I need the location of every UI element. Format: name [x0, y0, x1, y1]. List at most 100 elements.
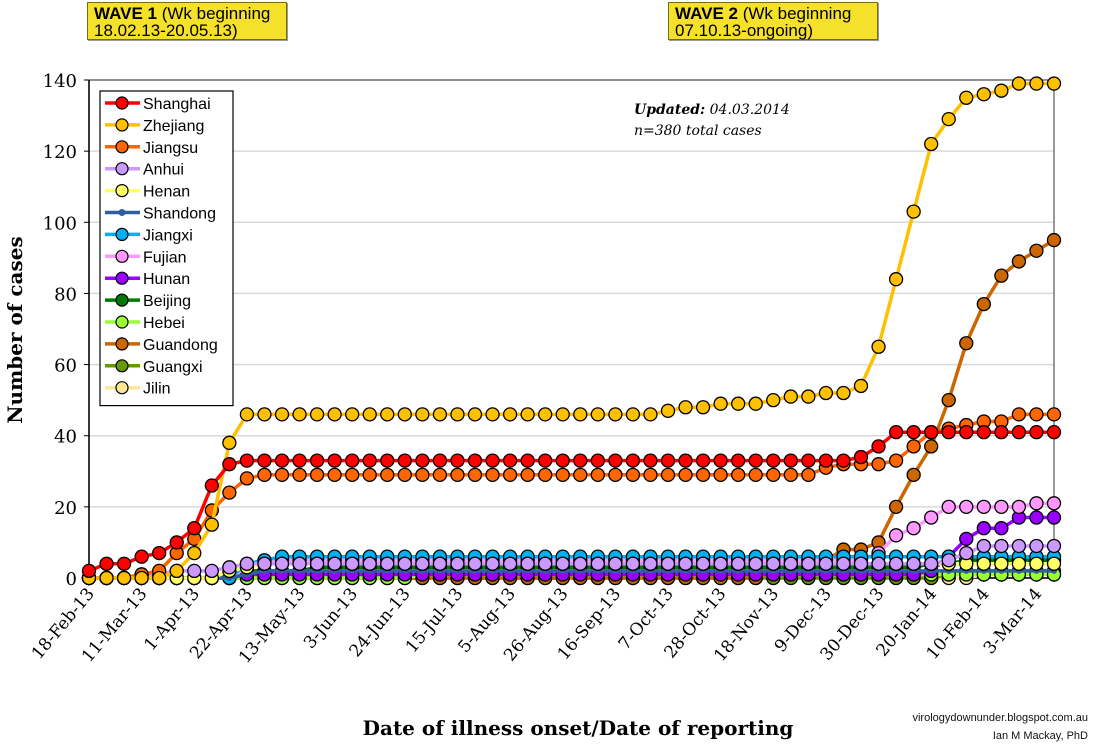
data-point [204, 478, 219, 493]
data-point [959, 531, 974, 547]
data-point [731, 467, 746, 482]
legend-marker [115, 337, 129, 351]
data-point [906, 425, 921, 440]
data-point [239, 471, 255, 486]
data-point [748, 556, 763, 571]
data-point [327, 467, 342, 482]
data-point [994, 425, 1009, 440]
data-point [1046, 76, 1062, 91]
data-point [134, 570, 149, 586]
data-point [906, 439, 921, 454]
legend-marker [118, 209, 126, 216]
legend-marker [115, 315, 129, 329]
y-tick-label: 40 [54, 427, 77, 448]
data-point [222, 560, 237, 575]
data-point [222, 485, 237, 500]
legend-item: Anhui [105, 162, 184, 179]
data-point [152, 545, 167, 561]
data-point [152, 570, 167, 586]
data-point [660, 556, 676, 571]
data-point [450, 467, 465, 482]
data-point [538, 467, 553, 482]
legend-label: Guangxi [143, 359, 203, 376]
data-point [994, 556, 1009, 571]
data-point [1046, 425, 1062, 440]
data-point [731, 396, 746, 411]
data-point [625, 556, 641, 571]
data-point [924, 425, 939, 440]
data-point [467, 407, 483, 422]
legend-item: Beijing [105, 293, 191, 310]
data-point [748, 467, 763, 482]
data-point [1029, 496, 1044, 511]
data-point [1046, 407, 1062, 422]
y-tick-label: 0 [66, 569, 77, 590]
data-point [309, 556, 325, 571]
legend-label: Jilin [143, 381, 171, 398]
data-point [502, 467, 518, 482]
data-point [643, 453, 658, 468]
data-point [801, 556, 816, 571]
data-point [415, 453, 430, 468]
legend-label: Zhejiang [143, 118, 204, 135]
data-point [1046, 556, 1062, 571]
data-point [695, 467, 711, 482]
data-point [783, 556, 798, 571]
data-point [1029, 243, 1044, 258]
data-point [888, 556, 904, 571]
data-point [555, 467, 570, 482]
data-point [257, 467, 272, 482]
data-point [590, 556, 605, 571]
data-point [239, 453, 255, 468]
data-point [713, 467, 728, 482]
data-point [1029, 538, 1044, 554]
data-point [959, 499, 974, 515]
data-point [853, 449, 869, 465]
data-point [187, 521, 202, 536]
data-point [818, 385, 834, 401]
legend-item: Fujian [105, 249, 187, 266]
data-point [818, 453, 834, 468]
data-point [976, 556, 991, 571]
legend-label: Jiangsu [143, 140, 198, 157]
data-point [959, 425, 974, 440]
data-point [871, 439, 886, 454]
data-point [818, 556, 834, 571]
data-point [748, 453, 763, 468]
legend-item: Shanghai [105, 96, 211, 113]
data-point [766, 453, 781, 468]
data-point [345, 453, 360, 468]
data-point [976, 425, 991, 440]
y-tick-label: 20 [54, 498, 77, 519]
data-point [1046, 510, 1062, 525]
data-point [292, 556, 307, 571]
data-point [327, 453, 342, 468]
data-point [415, 556, 430, 571]
data-point [397, 556, 412, 571]
data-point [397, 407, 412, 422]
data-point [924, 556, 939, 571]
data-point [836, 453, 851, 468]
data-point [520, 467, 535, 482]
data-point [976, 87, 991, 102]
data-point [853, 378, 869, 394]
data-point [748, 396, 763, 411]
legend-label: Jiangxi [143, 227, 193, 244]
data-point [888, 499, 904, 515]
data-point [976, 521, 991, 536]
data-point [888, 425, 904, 440]
data-point [204, 563, 219, 579]
data-point [1046, 232, 1062, 248]
data-point [99, 570, 114, 586]
data-point [555, 407, 570, 422]
data-point [292, 467, 307, 482]
data-point [485, 407, 500, 422]
data-point [345, 407, 360, 422]
data-point [801, 467, 816, 482]
data-point [502, 556, 518, 571]
legend-label: Fujian [143, 249, 187, 266]
data-point [1011, 76, 1027, 91]
data-point [976, 499, 991, 515]
data-point [116, 570, 132, 586]
